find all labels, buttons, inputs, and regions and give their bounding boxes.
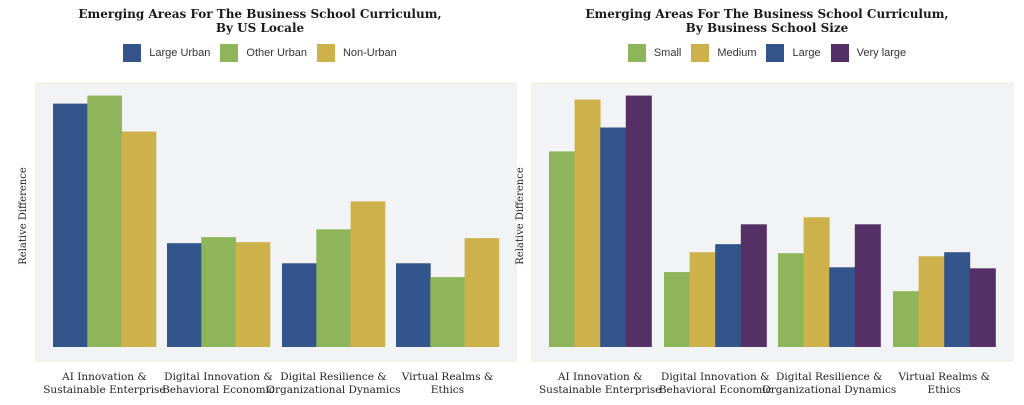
- chart-plot: Relative Difference AI Innovation &Sustai…: [515, 82, 1014, 396]
- legend-item: Large Urban: [123, 44, 210, 62]
- chart-by-us-locale: Emerging Areas For The Business School C…: [0, 7, 520, 396]
- legend-item: Small: [627, 44, 682, 62]
- bar: [430, 277, 465, 347]
- bar: [893, 291, 919, 347]
- bar: [969, 268, 996, 347]
- chart-title-line-2: By US Locale: [215, 21, 305, 35]
- bar: [715, 244, 742, 347]
- bar: [803, 217, 830, 347]
- x-tick-label: Behavioral Economic: [659, 384, 772, 396]
- y-axis-label: Relative Difference: [515, 167, 526, 265]
- legend-label: Very large: [856, 47, 907, 59]
- x-tick-label: Virtual Realms &: [401, 371, 493, 383]
- legend-swatch: [830, 44, 849, 62]
- legend-label: Other Urban: [246, 47, 307, 59]
- chart-title-line-1: Emerging Areas For The Business School C…: [585, 7, 949, 21]
- x-tick-label: Ethics: [431, 384, 464, 396]
- bar: [464, 238, 500, 347]
- legend-swatch: [316, 44, 335, 62]
- bar: [167, 243, 202, 347]
- legend-item: Very large: [830, 44, 907, 62]
- x-tick-label: Organizational Dynamics: [762, 384, 896, 396]
- x-tick-label: Digital Resilience &: [280, 371, 386, 383]
- bar: [740, 224, 767, 347]
- legend-label: Large Urban: [149, 47, 211, 59]
- legend-swatch: [691, 44, 710, 62]
- chart-by-school-size: Emerging Areas For The Business School C…: [510, 0, 1024, 405]
- bar: [854, 224, 881, 347]
- bar: [201, 237, 236, 347]
- bar: [282, 263, 317, 347]
- legend-swatch: [123, 44, 142, 62]
- x-tick-label: Sustainable Enterprise: [539, 384, 661, 396]
- bar: [350, 201, 386, 347]
- legend-item: Medium: [691, 44, 756, 62]
- x-tick-label: Sustainable Enterprise: [43, 384, 165, 396]
- chart-plot: Relative Difference AI Innovation &Sustai…: [18, 82, 517, 396]
- chart-title: Emerging Areas For The Business School C…: [510, 7, 1024, 35]
- legend-item: Large: [766, 44, 821, 62]
- bar: [600, 127, 627, 347]
- bar: [53, 103, 88, 347]
- y-axis-label: Relative Difference: [18, 167, 29, 265]
- x-tick-label: Digital Innovation &: [164, 371, 273, 383]
- legend-item: Non-Urban: [316, 44, 397, 62]
- x-tick-label: Behavioral Economic: [162, 384, 275, 396]
- bar: [316, 229, 351, 347]
- x-tick-label: AI Innovation &: [557, 371, 643, 383]
- bar: [549, 151, 575, 347]
- x-tick-label: Digital Innovation &: [661, 371, 770, 383]
- bar: [235, 242, 271, 347]
- bar: [778, 253, 804, 347]
- x-tick-label: Organizational Dynamics: [266, 384, 400, 396]
- legend-label: Non-Urban: [342, 47, 397, 59]
- legend-label: Large: [792, 47, 821, 59]
- bar: [121, 131, 157, 347]
- bar: [574, 99, 601, 347]
- bar: [829, 267, 856, 347]
- x-tick-label: Ethics: [928, 384, 961, 396]
- bar: [625, 95, 652, 347]
- chart-legend: Small Medium Large Very large: [510, 44, 1024, 62]
- bar: [689, 252, 716, 347]
- x-tick-label: AI Innovation &: [61, 371, 147, 383]
- bar: [918, 256, 945, 347]
- legend-label: Small: [653, 47, 682, 59]
- legend-label: Medium: [717, 47, 757, 59]
- chart-title: Emerging Areas For The Business School C…: [0, 7, 520, 35]
- bar: [664, 272, 690, 347]
- chart-legend: Large Urban Other Urban Non-Urban: [0, 44, 520, 62]
- legend-item: Other Urban: [220, 44, 307, 62]
- bar: [944, 252, 971, 347]
- chart-title-line-1: Emerging Areas For The Business School C…: [78, 7, 442, 21]
- bar: [87, 95, 122, 347]
- legend-swatch: [220, 44, 239, 62]
- bar: [396, 263, 431, 347]
- legend-swatch: [627, 44, 646, 62]
- x-tick-label: Digital Resilience &: [776, 371, 882, 383]
- x-tick-label: Virtual Realms &: [897, 371, 989, 383]
- chart-title-line-2: By Business School Size: [685, 21, 849, 35]
- legend-swatch: [766, 44, 785, 62]
